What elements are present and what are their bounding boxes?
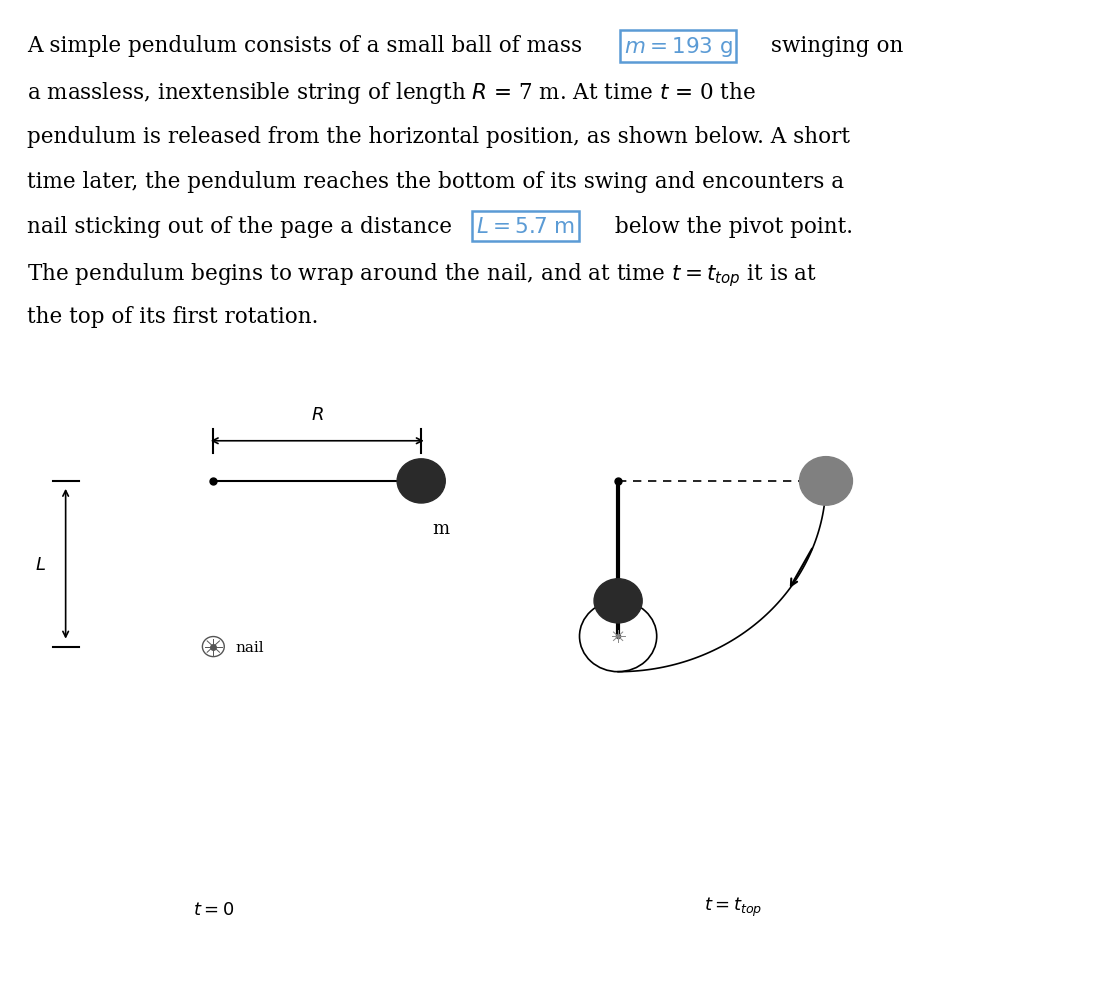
Text: $m = 193\ \mathrm{g}$: $m = 193\ \mathrm{g}$: [624, 35, 733, 59]
Text: nail: nail: [235, 640, 264, 654]
Circle shape: [594, 579, 642, 623]
Text: The pendulum begins to wrap around the nail, and at time $t = t_{top}$ it is at: The pendulum begins to wrap around the n…: [27, 261, 817, 289]
Text: pendulum is released from the horizontal position, as shown below. A short: pendulum is released from the horizontal…: [27, 125, 850, 147]
Text: a massless, inextensible string of length $R$ = 7 m. At time $t$ = 0 the: a massless, inextensible string of lengt…: [27, 80, 756, 106]
Text: $t = 0$: $t = 0$: [193, 900, 234, 918]
Text: $L$: $L$: [35, 556, 46, 573]
Text: time later, the pendulum reaches the bottom of its swing and encounters a: time later, the pendulum reaches the bot…: [27, 171, 845, 193]
Text: the top of its first rotation.: the top of its first rotation.: [27, 306, 318, 328]
Text: swinging on: swinging on: [764, 35, 903, 57]
Text: A simple pendulum consists of a small ball of mass: A simple pendulum consists of a small ba…: [27, 35, 590, 57]
Text: m: m: [432, 520, 450, 538]
Text: nail sticking out of the page a distance: nail sticking out of the page a distance: [27, 216, 459, 238]
Text: $R$: $R$: [311, 405, 324, 423]
Text: $L = 5.7\ \mathrm{m}$: $L = 5.7\ \mathrm{m}$: [476, 216, 575, 238]
Text: below the pivot point.: below the pivot point.: [608, 216, 853, 238]
Circle shape: [397, 459, 445, 504]
Circle shape: [800, 457, 852, 506]
Text: $t = t_{top}$: $t = t_{top}$: [703, 895, 763, 918]
